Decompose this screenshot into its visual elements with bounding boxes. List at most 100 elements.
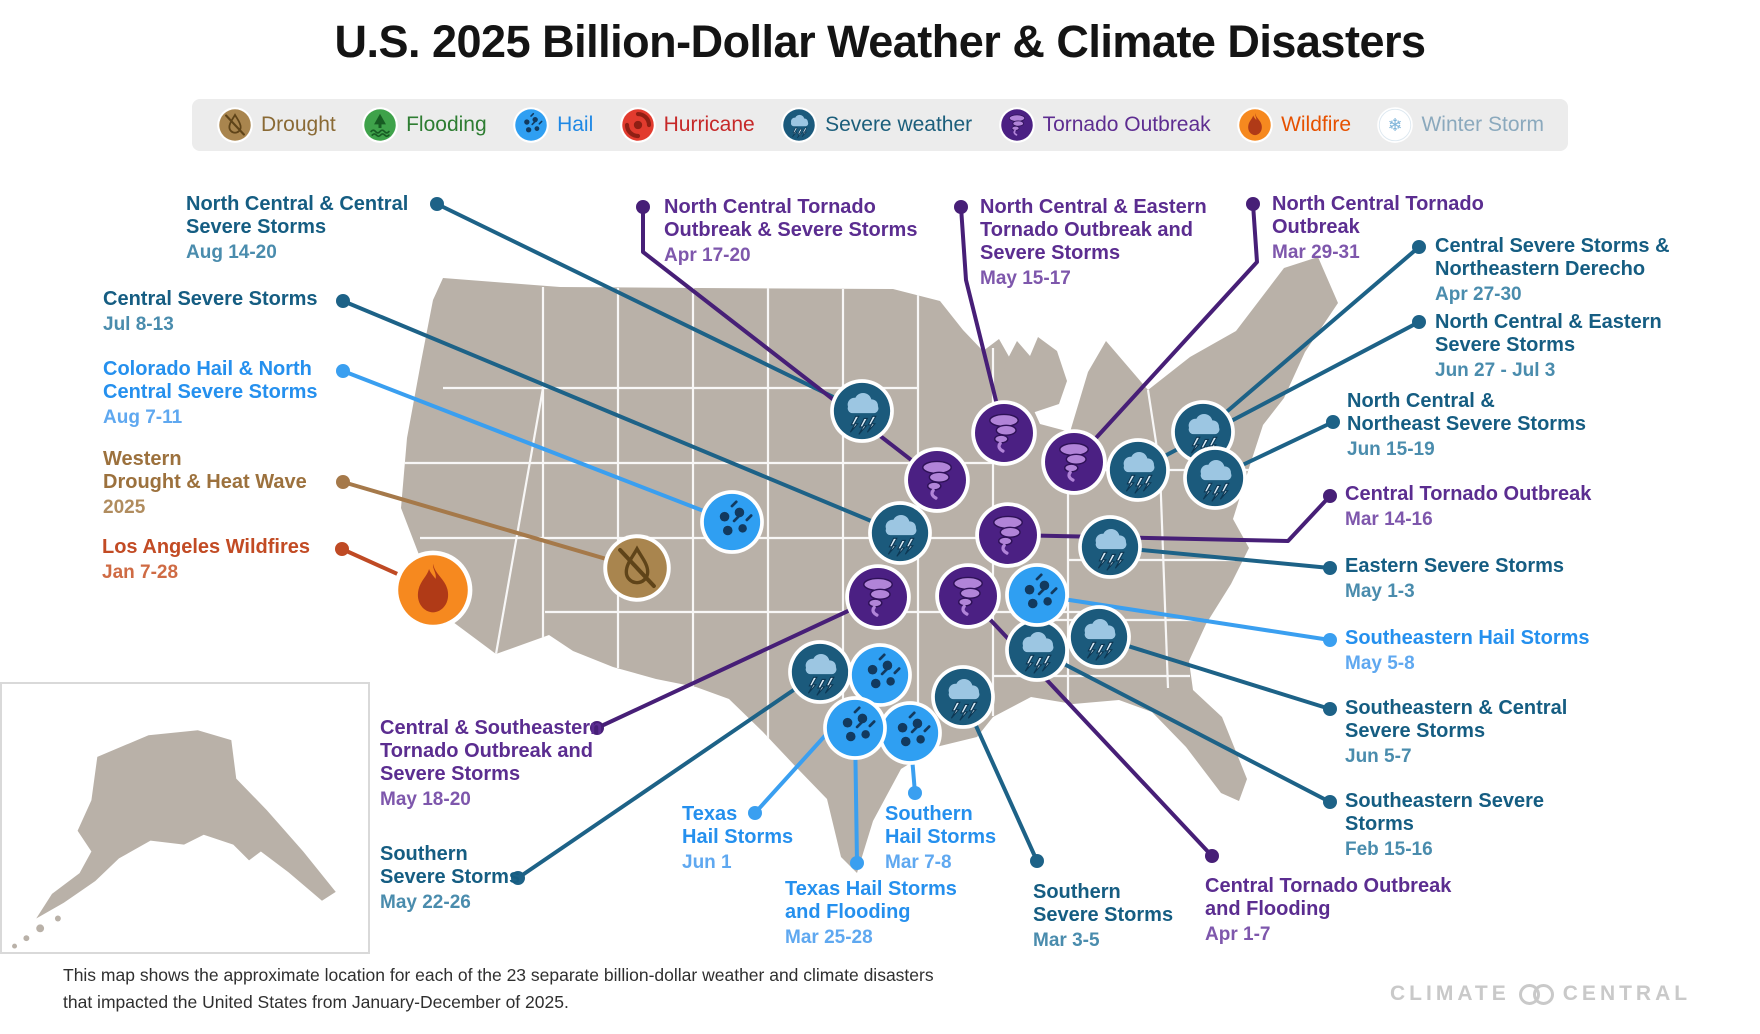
event-label-sec-jun: Southeastern & Central Severe Storms Jun 5… xyxy=(1345,697,1567,768)
event-name-line: North Central Tornado xyxy=(1272,193,1484,215)
event-name-line: Tornado Outbreak and xyxy=(380,740,593,762)
event-date: 2025 xyxy=(103,497,146,518)
event-date: Mar 7-8 xyxy=(885,852,952,873)
event-name-line: Storms xyxy=(1345,813,1414,835)
label-dot-wd-2025 xyxy=(336,475,350,489)
event-name-line: Southern xyxy=(1033,881,1121,903)
event-name-line: Northeast Severe Storms xyxy=(1347,413,1586,435)
tornado-icon xyxy=(973,500,1043,570)
label-dot-c-jul xyxy=(336,294,350,308)
legend-label: Hail xyxy=(557,113,594,136)
severe-icon xyxy=(867,500,933,566)
event-label-ncc-aug: North Central & Central Severe Storms Aug … xyxy=(186,193,408,264)
hail-icon xyxy=(821,694,889,762)
label-dot-ss-mar xyxy=(1030,854,1044,868)
legend-item-winter: Winter Storm xyxy=(1376,106,1544,144)
event-label-ss-may: Southern Severe Storms May 22-26 xyxy=(380,843,520,914)
event-name-line: Texas Hail Storms xyxy=(785,878,957,900)
event-date: May 5-8 xyxy=(1345,653,1415,674)
hail-icon xyxy=(876,699,944,767)
label-dot-cse-may xyxy=(590,721,604,735)
event-date: May 15-17 xyxy=(980,268,1071,289)
event-date: Jun 27 - Jul 3 xyxy=(1435,360,1556,381)
tornado-icon xyxy=(969,398,1039,468)
event-date: Jun 5-7 xyxy=(1345,746,1412,767)
event-date: Apr 27-30 xyxy=(1435,284,1522,305)
event-label-ctof-apr: Central Tornado Outbreak and Flooding Apr … xyxy=(1205,875,1451,946)
event-date: Feb 15-16 xyxy=(1345,839,1433,860)
michigan-shape xyxy=(1004,337,1067,413)
legend-item-tornado: Tornado Outbreak xyxy=(998,106,1211,144)
legend-item-hurricane: Hurricane xyxy=(619,106,755,144)
event-date: Jul 8-13 xyxy=(103,314,174,335)
leader-line-nce-may xyxy=(959,205,1006,435)
event-name-line: North Central Tornado xyxy=(664,196,876,218)
event-name-line: Severe Storms xyxy=(1033,904,1174,926)
legend-bar: Drought Flooding Hail Hurricane Severe weath… xyxy=(192,99,1568,151)
event-date: Mar 14-16 xyxy=(1345,509,1433,530)
leader-line-cse-may xyxy=(595,595,880,730)
event-label-seh-may: Southeastern Hail Storms May 5-8 xyxy=(1345,627,1590,675)
event-label-cto-mar: Central Tornado Outbreak Mar 14-16 xyxy=(1345,483,1591,531)
severe-icon xyxy=(1077,514,1143,580)
event-name-line: North Central & Eastern xyxy=(980,196,1207,218)
event-name-line: Tornado Outbreak and xyxy=(980,219,1193,241)
label-dot-ctof-apr xyxy=(1205,849,1219,863)
label-dot-nces-jun xyxy=(1412,315,1426,329)
leader-line-seh-may xyxy=(1035,593,1332,642)
event-label-wd-2025: Western Drought & Heat Wave 2025 xyxy=(103,448,307,519)
event-name-line: Central Tornado Outbreak xyxy=(1345,483,1592,505)
event-name-line: Southern xyxy=(380,843,468,865)
event-name-line: Outbreak & Severe Storms xyxy=(664,219,918,241)
tornado-icon xyxy=(933,561,1003,631)
event-name-line: Central Severe Storms & xyxy=(1435,235,1670,257)
event-name-line: Central & Southeastern xyxy=(380,717,603,739)
event-label-ss-mar: Southern Severe Storms Mar 3-5 xyxy=(1033,881,1173,952)
severe-icon xyxy=(1105,437,1171,503)
tornado-icon xyxy=(902,445,972,515)
event-date: Jun 15-19 xyxy=(1347,439,1435,460)
event-date: Apr 17-20 xyxy=(664,245,751,266)
label-dot-nce-may xyxy=(954,200,968,214)
legend-item-hail: Hail xyxy=(512,106,593,144)
leader-line-ncc-aug xyxy=(435,202,864,413)
event-label-law-jan: Los Angeles Wildfires Jan 7-28 xyxy=(102,536,310,584)
legend-label: Drought xyxy=(261,113,336,136)
event-name-line: Central Tornado Outbreak xyxy=(1205,875,1452,897)
event-date: May 18-20 xyxy=(380,789,471,810)
brand-word-climate: CLIMATE xyxy=(1390,982,1510,1005)
label-dot-seh-may xyxy=(1323,633,1337,647)
event-name-line: Eastern Severe Storms xyxy=(1345,555,1565,577)
mainland-shape xyxy=(401,257,1338,873)
event-label-nces-jun: North Central & Eastern Severe Storms Jun … xyxy=(1435,311,1662,382)
drought-icon xyxy=(603,534,671,602)
event-date: Aug 14-20 xyxy=(186,242,277,263)
label-dot-tx-jun xyxy=(748,806,762,820)
hail-icon xyxy=(1003,561,1071,629)
alaska-shape xyxy=(12,730,336,949)
event-date: Jun 1 xyxy=(682,852,732,873)
severe-icon xyxy=(1066,604,1132,670)
event-name-line: and Flooding xyxy=(785,901,911,923)
alaska-inset xyxy=(0,682,370,954)
event-label-ncn-jun: North Central & Northeast Severe Storms Ju… xyxy=(1347,390,1586,461)
event-label-cssd-apr: Central Severe Storms & Northeastern Dere… xyxy=(1435,235,1670,306)
event-label-c-jul: Central Severe Storms Jul 8-13 xyxy=(103,288,318,336)
event-name-line: Western xyxy=(103,448,182,470)
event-name-line: Drought & Heat Wave xyxy=(103,471,307,493)
event-label-txf-mar: Texas Hail Storms and Flooding Mar 25-28 xyxy=(785,878,957,949)
label-dot-cto-mar xyxy=(1323,489,1337,503)
label-dot-cssd-apr xyxy=(1412,240,1426,254)
leader-line-nct-mar xyxy=(1072,202,1259,464)
event-name-line: Severe Storms xyxy=(1435,334,1576,356)
event-name-line: Severe Storms xyxy=(186,216,327,238)
footer-note: This map shows the approximate location … xyxy=(63,965,934,1013)
label-dot-es-may xyxy=(1323,561,1337,575)
leader-line-ss-may xyxy=(516,670,822,880)
label-dot-ncc-aug xyxy=(430,197,444,211)
legend-item-wildfire: Wildfire xyxy=(1236,106,1351,144)
leader-line-c-jul xyxy=(341,299,902,535)
event-name-line: North Central & Central xyxy=(186,193,409,215)
severe-icon xyxy=(930,664,996,730)
